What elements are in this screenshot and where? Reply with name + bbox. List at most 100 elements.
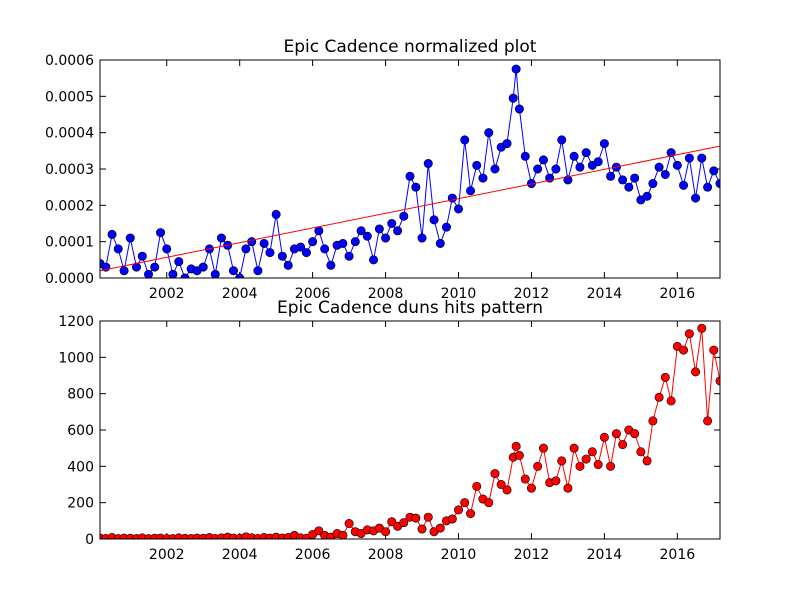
data-point xyxy=(624,182,634,192)
axes-frame xyxy=(99,320,721,540)
data-point xyxy=(271,209,281,219)
data-point xyxy=(684,153,694,163)
x-tick-label: 2016 xyxy=(660,547,696,563)
data-point xyxy=(514,104,524,114)
data-point xyxy=(338,238,348,248)
y-tick-label: 0.0006 xyxy=(45,53,94,69)
data-point xyxy=(144,269,154,278)
data-point xyxy=(520,151,530,161)
data-point xyxy=(520,474,530,484)
data-point xyxy=(435,523,445,533)
data-point xyxy=(162,244,172,254)
data-point xyxy=(216,233,226,243)
data-point xyxy=(369,255,379,265)
data-point xyxy=(618,175,628,185)
data-point xyxy=(660,372,670,382)
data-point xyxy=(423,512,433,522)
data-point xyxy=(417,233,427,243)
data-point xyxy=(338,530,348,539)
data-point xyxy=(557,135,567,145)
data-point xyxy=(630,429,640,439)
data-point xyxy=(563,175,573,185)
data-point xyxy=(666,148,676,158)
y-tick-label: 600 xyxy=(67,423,94,439)
x-tick-label: 2002 xyxy=(149,286,185,302)
data-point xyxy=(496,479,506,489)
data-point xyxy=(107,229,117,239)
x-tick-label: 2010 xyxy=(441,286,477,302)
data-point xyxy=(569,151,579,161)
data-point xyxy=(697,323,707,333)
data-point xyxy=(679,180,689,190)
data-point xyxy=(423,159,433,169)
data-point xyxy=(466,186,476,196)
x-tick-label: 2004 xyxy=(222,547,258,563)
data-point xyxy=(472,160,482,170)
data-point xyxy=(454,505,464,515)
y-tick-label: 400 xyxy=(67,459,94,475)
x-tick-label: 2006 xyxy=(295,547,331,563)
x-tick-label: 2014 xyxy=(587,547,623,563)
data-point xyxy=(575,461,585,471)
data-point xyxy=(538,443,548,453)
data-point xyxy=(301,248,311,258)
plot-area xyxy=(100,323,720,539)
data-point xyxy=(210,269,220,278)
data-point xyxy=(654,162,664,172)
data-point xyxy=(125,233,135,243)
data-point xyxy=(502,139,512,149)
data-point xyxy=(533,461,543,471)
y-tick-label: 0.0003 xyxy=(45,162,94,178)
data-point xyxy=(636,447,646,457)
data-point xyxy=(648,416,658,426)
data-point xyxy=(611,429,621,439)
data-point xyxy=(709,166,719,176)
plot-area xyxy=(100,64,720,278)
data-point xyxy=(399,518,409,528)
y-tick-label: 0.0004 xyxy=(45,126,94,142)
data-point xyxy=(606,171,616,181)
data-point xyxy=(511,64,521,74)
data-point xyxy=(296,242,306,252)
data-point xyxy=(672,160,682,170)
y-tick-label: 800 xyxy=(67,387,94,403)
data-point xyxy=(618,440,628,450)
data-point xyxy=(599,139,609,149)
y-tick-label: 0.0000 xyxy=(45,271,94,287)
axes: Epic Cadence normalized plot 2002 2004 2006… xyxy=(45,37,721,302)
data-point xyxy=(511,441,521,451)
x-tick-label: 2012 xyxy=(514,286,550,302)
data-point xyxy=(441,222,451,232)
data-point xyxy=(538,155,548,165)
data-point xyxy=(460,135,470,145)
data-point xyxy=(630,173,640,183)
data-point xyxy=(247,237,257,247)
data-point xyxy=(137,251,147,261)
data-point xyxy=(557,456,567,466)
data-point xyxy=(435,238,445,248)
data-point xyxy=(606,461,616,471)
x-tick-label: 2014 xyxy=(587,286,623,302)
data-point xyxy=(581,454,591,464)
data-point xyxy=(399,211,409,221)
data-point xyxy=(198,262,208,272)
chart-title: Epic Cadence normalized plot xyxy=(284,37,537,57)
data-point xyxy=(642,191,652,201)
x-tick-label: 2006 xyxy=(295,286,331,302)
data-point xyxy=(703,416,713,426)
data-point xyxy=(599,432,609,442)
data-point xyxy=(642,456,652,466)
data-point xyxy=(344,519,354,529)
data-point xyxy=(587,447,597,457)
x-tick-label: 2012 xyxy=(514,547,550,563)
data-point xyxy=(113,244,123,254)
data-point xyxy=(308,237,318,247)
data-point xyxy=(374,224,384,234)
data-point xyxy=(411,513,421,523)
y-tick-label: 0.0005 xyxy=(45,89,94,105)
data-point xyxy=(119,266,129,276)
data-point xyxy=(654,392,664,402)
data-point xyxy=(381,527,391,537)
data-point xyxy=(551,476,561,486)
data-point xyxy=(502,485,512,495)
